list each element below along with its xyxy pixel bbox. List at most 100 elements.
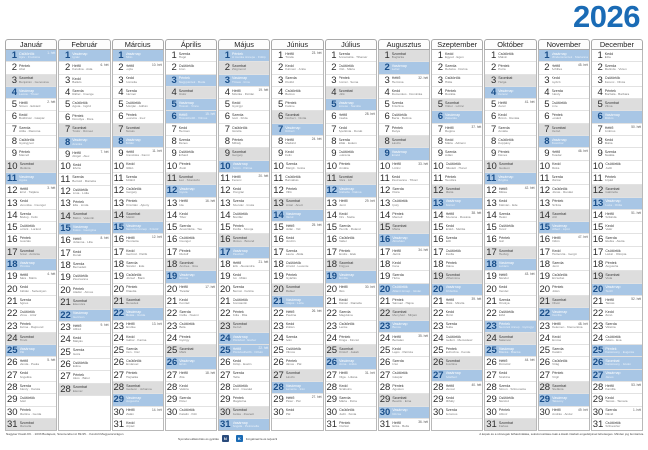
- day-row[interactable]: 19 Csütörtök Zsuzsanna: [59, 272, 110, 285]
- day-row[interactable]: 14 Szombat Aliz: [538, 209, 589, 223]
- day-row[interactable]: 23 Hétfő Kelemen · Klementina 48. hét: [538, 321, 589, 333]
- day-row[interactable]: 22 Vasárnap Beáta · Izolda: [112, 308, 163, 321]
- day-row[interactable]: 25 Szombat Márk: [165, 345, 216, 358]
- day-row[interactable]: 28 Szombat Gedeon · Johanna: [112, 382, 163, 395]
- day-row[interactable]: 22 Vasárnap Gerzson: [59, 309, 110, 322]
- day-row[interactable]: 29 Szombat Beatrix · Erna: [378, 394, 429, 407]
- day-row[interactable]: 20 Hétfő Tivadar 17. hét: [165, 284, 216, 296]
- day-row[interactable]: 27 Hétfő Olga · Liliána 31. hét: [325, 370, 376, 383]
- day-row[interactable]: 20 Vasárnap Friderika: [432, 283, 483, 296]
- day-row[interactable]: 28 Szerda Simon · Szimonetta: [485, 382, 536, 395]
- day-row[interactable]: 14 Szerda Helén: [485, 210, 536, 223]
- day-row[interactable]: 24 Csütörtök Gellért · Mercédesz: [432, 333, 483, 346]
- day-row[interactable]: 12 Vasárnap Izabella · Dalma: [325, 185, 376, 198]
- day-row[interactable]: 17 Vasárnap Paszkál: [219, 246, 270, 260]
- day-row[interactable]: 15 Szombat Mária: [378, 222, 429, 235]
- day-row[interactable]: 21 Vasárnap Alajos · Leila: [272, 295, 323, 309]
- day-row[interactable]: 13 Vasárnap Luca · Otília: [591, 197, 642, 210]
- day-row[interactable]: 16 Hétfő Ödön 47. hét: [538, 234, 589, 247]
- day-row[interactable]: 10 Kedd Réka: [538, 161, 589, 173]
- day-row[interactable]: 29 Vasárnap Taksony: [538, 394, 589, 407]
- day-row[interactable]: 10 Szombat Gedeon: [485, 160, 536, 173]
- day-row[interactable]: 24 Hétfő Bertalan 35. hét: [378, 333, 429, 346]
- day-row[interactable]: 18 Hétfő Erik · Alexandra 21. hét: [219, 259, 270, 272]
- day-row[interactable]: 14 Vasárnap Vazul: [272, 209, 323, 223]
- day-row[interactable]: 13 Hétfő Ida 16. hét: [165, 198, 216, 210]
- day-row[interactable]: 11 Szerda Bertold · Marietta: [59, 174, 110, 186]
- day-row[interactable]: 12 Vasárnap Gyula: [165, 185, 216, 198]
- day-row[interactable]: 29 Szerda Márta · Flóra: [325, 394, 376, 407]
- day-row[interactable]: 1 Szerda Annamária · Tihamér: [325, 50, 376, 63]
- day-row[interactable]: 8 Szombat László: [378, 136, 429, 149]
- day-row[interactable]: 18 Szerda Bernadett: [59, 260, 110, 273]
- day-row[interactable]: 17 Péntek Rudolf: [165, 247, 216, 260]
- day-row[interactable]: 14 Hétfő Szeréna · Roxána 38. hét: [432, 210, 483, 223]
- day-row[interactable]: 22 Szombat Menyhért · Mirjam: [378, 308, 429, 321]
- day-row[interactable]: 29 Kedd Tamás · Tamara: [591, 394, 642, 407]
- day-row[interactable]: 29 Péntek Magdolna: [219, 394, 270, 407]
- day-row[interactable]: 16 Hétfő Julianna · Lilla 8. hét: [59, 235, 110, 248]
- day-row[interactable]: 20 Hétfő Illés 30. hét: [325, 284, 376, 296]
- day-row[interactable]: 24 Kedd Mátyás: [59, 334, 110, 347]
- day-row[interactable]: 22 Szerda Magdolna: [325, 308, 376, 321]
- day-row[interactable]: 24 Kedd Emma: [538, 333, 589, 346]
- day-row[interactable]: 22 Kedd Zénó: [591, 308, 642, 321]
- day-row[interactable]: 28 Péntek Ágoston: [378, 382, 429, 395]
- day-row[interactable]: 26 Csütörtök Edina: [59, 359, 110, 372]
- day-row[interactable]: 9 Hétfő Tivadar 46. hét: [538, 148, 589, 161]
- day-row[interactable]: 17 Csütörtök Zsófia: [432, 247, 483, 260]
- day-row[interactable]: 2 Vasárnap Lehel: [378, 62, 429, 75]
- day-row[interactable]: 16 Csütörtök Csongor: [165, 234, 216, 247]
- day-row[interactable]: 17 Kedd Donát: [59, 248, 110, 261]
- day-row[interactable]: 23 Szerda Tekla: [432, 321, 483, 333]
- day-row[interactable]: 10 Csütörtök Nikolett · Hunor: [432, 161, 483, 173]
- day-row[interactable]: 23 Szerda Viktória: [591, 321, 642, 333]
- day-row[interactable]: 31 Csütörtök Szilveszter: [592, 419, 642, 430]
- day-row[interactable]: 2 Hétfő Karolina · Aida 6. hét: [59, 62, 110, 75]
- day-row[interactable]: 25 Szerda Géza: [59, 347, 110, 359]
- day-row[interactable]: 26 Hétfő Dömötör 44. hét: [485, 357, 536, 370]
- day-row[interactable]: 3 Kedd Balázs: [59, 75, 110, 88]
- day-row[interactable]: 19 Szombat Vilhelmina: [432, 271, 483, 284]
- day-row[interactable]: 18 Péntek Diána: [432, 259, 483, 272]
- day-row[interactable]: 20 Csütörtök Állami ünnep · István: [378, 283, 429, 296]
- day-row[interactable]: 18 Szerda Sándor · Ede: [112, 259, 163, 272]
- day-row[interactable]: 19 Szombat Viola: [591, 271, 642, 284]
- day-row[interactable]: 31 Vasárnap Angéla · Petronella: [219, 418, 270, 430]
- day-row[interactable]: 11 Kedd Zsuzsanna · Tiborc: [378, 173, 429, 186]
- day-row[interactable]: 27 Kedd Szabina: [485, 370, 536, 383]
- day-row[interactable]: 3 Vasárnap Tímea · Irma: [219, 74, 270, 87]
- day-row[interactable]: 4 Péntek Borbála · Barbara: [591, 87, 642, 100]
- day-row[interactable]: 21 Hétfő Máté · Mirella 39. hét: [432, 296, 483, 309]
- day-row[interactable]: 6 Hétfő Húsvéthétfő · Vilmos 15. hét: [165, 111, 216, 124]
- day-row[interactable]: 2 Péntek Petra: [485, 62, 536, 75]
- day-row[interactable]: 16 Csütörtök Valter: [325, 234, 376, 247]
- day-row[interactable]: 23 Hétfő Emőke 13. hét: [112, 321, 163, 333]
- day-row[interactable]: 14 Szombat Matild: [112, 209, 163, 223]
- day-row[interactable]: 22 Csütörtök Vince · Artúr: [6, 308, 57, 321]
- day-row[interactable]: 22 Szerda Csilla · Noémi: [165, 308, 216, 321]
- day-row[interactable]: 28 Szombat Stefánia: [538, 382, 589, 395]
- day-row[interactable]: 6 Szerda Ivett · Frida: [219, 111, 270, 124]
- day-row[interactable]: 19 Vasárnap Emma: [165, 271, 216, 284]
- day-row[interactable]: 14 Kedd Örs · Stella: [325, 210, 376, 223]
- day-row[interactable]: 15 Szerda Anasztázia · Tas: [165, 222, 216, 235]
- day-row[interactable]: 25 Vasárnap Blanka · Bianka: [485, 345, 536, 358]
- day-row[interactable]: 27 Hétfő Zita 18. hét: [165, 370, 216, 383]
- day-row[interactable]: 23 Péntek Zelma · Rajmund: [6, 321, 57, 333]
- day-row[interactable]: 4 Szombat Izidor: [165, 86, 216, 100]
- day-row[interactable]: 16 Kedd Jusztin: [272, 234, 323, 247]
- day-row[interactable]: 7 Szombat Tamás: [112, 123, 163, 137]
- day-row[interactable]: 8 Szerda Dénes: [165, 136, 216, 149]
- day-row[interactable]: 5 Vasárnap Emese · Sarolta: [325, 99, 376, 112]
- day-row[interactable]: 2 Hétfő Lujza 10. hét: [112, 62, 163, 75]
- day-row[interactable]: 2 Hétfő Achilles 45. hét: [538, 62, 589, 75]
- day-row[interactable]: 3 Szombat Helga: [485, 74, 536, 87]
- day-row[interactable]: 2 Péntek Ábel: [6, 62, 57, 75]
- day-row[interactable]: 14 Péntek Marcell: [378, 210, 429, 223]
- day-row[interactable]: 29 Hétfő Péter · Pál 27. hét: [272, 394, 323, 407]
- day-row[interactable]: 2 Kedd Kármen · Anita: [272, 62, 323, 75]
- day-row[interactable]: 2 Csütörtök Ottó · Mária: [325, 62, 376, 75]
- day-row[interactable]: 12 Szombat Gabriella: [591, 185, 642, 198]
- day-row[interactable]: 17 Péntek Endre · Elek: [325, 247, 376, 260]
